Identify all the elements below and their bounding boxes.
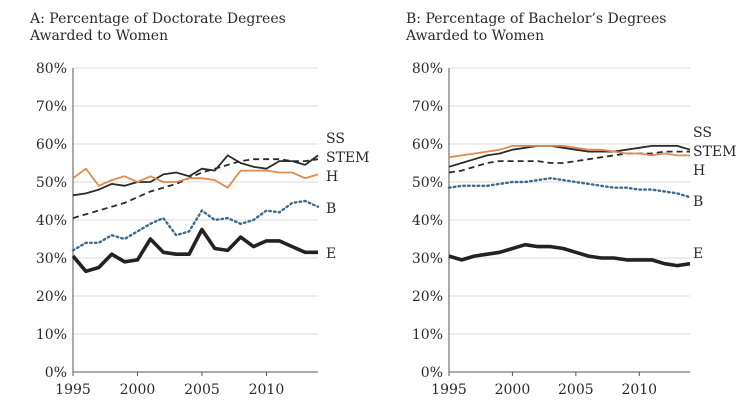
panel-bachelors: 0% 10% 20% 30% 40% 50% 60% 70% 80% 1995 2000 2005 20…: [376, 0, 752, 411]
chart-title-bachelors: B: Percentage of Bachelor’s Degrees Awar…: [406, 11, 746, 45]
series-line-h: [72, 167, 319, 189]
y-tick-label: 60%: [36, 137, 67, 153]
chart-title-doctorate: A: Percentage of Doctorate Degrees Award…: [30, 11, 370, 45]
y-tick-label: 0%: [421, 365, 443, 381]
y-tick-label: 60%: [412, 137, 443, 153]
series-label-e: E: [693, 246, 703, 262]
y-tick-label: 70%: [36, 99, 67, 115]
y-tick-label: 40%: [412, 213, 443, 229]
chart-title-line1: A: Percentage of Doctorate Degrees: [30, 11, 286, 27]
y-tick-label: 20%: [412, 289, 443, 305]
x-tick-label: 2005: [184, 382, 220, 398]
x-tick-label: 1995: [431, 382, 467, 398]
x-tick-label: 2005: [558, 382, 594, 398]
y-tick-label: 40%: [36, 213, 67, 229]
y-tick-label: 0%: [45, 365, 67, 381]
x-tick-label: 2010: [249, 382, 285, 398]
y-tick-label: 20%: [36, 289, 67, 305]
chart-title-line2: Awarded to Women: [406, 28, 545, 44]
y-tick-label: 10%: [412, 327, 443, 343]
series-line-b: [71, 199, 320, 252]
y-tick-label: 50%: [36, 175, 67, 191]
x-tick-label: 2000: [120, 382, 156, 398]
y-tick-label: 30%: [412, 251, 443, 267]
series-line-stem: [72, 158, 319, 219]
chart-title-line2: Awarded to Women: [30, 28, 169, 44]
series-label-stem: STEM: [326, 150, 369, 166]
x-tick-label: 2010: [621, 382, 657, 398]
y-tick-label: 80%: [36, 61, 67, 77]
series-label-ss: SS: [693, 125, 712, 141]
series-label-b: B: [693, 194, 703, 210]
series-label-h: H: [693, 163, 705, 179]
series-line-e: [448, 242, 691, 268]
y-tick-label: 50%: [412, 175, 443, 191]
y-tick-label: 30%: [36, 251, 67, 267]
chart-title-line1: B: Percentage of Bachelor’s Degrees: [406, 11, 667, 27]
series-line-b: [447, 176, 692, 199]
chart-bachelors: 0% 10% 20% 30% 40% 50% 60% 70% 80% 1995 2000 2005 20…: [412, 61, 737, 398]
y-tick-label: 80%: [412, 61, 443, 77]
x-tick-label: 2000: [495, 382, 531, 398]
y-tick-label: 70%: [412, 99, 443, 115]
series-label-h: H: [326, 169, 338, 185]
series-line-ss: [448, 144, 691, 168]
series-label-b: B: [326, 201, 336, 217]
panel-doctorate: 0% 10% 20% 30% 40% 50% 60% 70% 80% 1995 2000 2005 20…: [30, 11, 370, 398]
chart-doctorate: 0% 10% 20% 30% 40% 50% 60% 70% 80% 1995 2000 2005 20…: [36, 61, 370, 398]
x-tick-label: 1995: [55, 382, 91, 398]
series-label-ss: SS: [326, 131, 345, 147]
series-line-ss: [72, 154, 319, 197]
series-label-stem: STEM: [693, 144, 736, 160]
series-line-stem: [448, 150, 690, 174]
series-label-e: E: [326, 246, 336, 262]
series-line-e: [71, 227, 318, 274]
series-line-h: [448, 144, 690, 159]
y-tick-label: 10%: [36, 327, 67, 343]
